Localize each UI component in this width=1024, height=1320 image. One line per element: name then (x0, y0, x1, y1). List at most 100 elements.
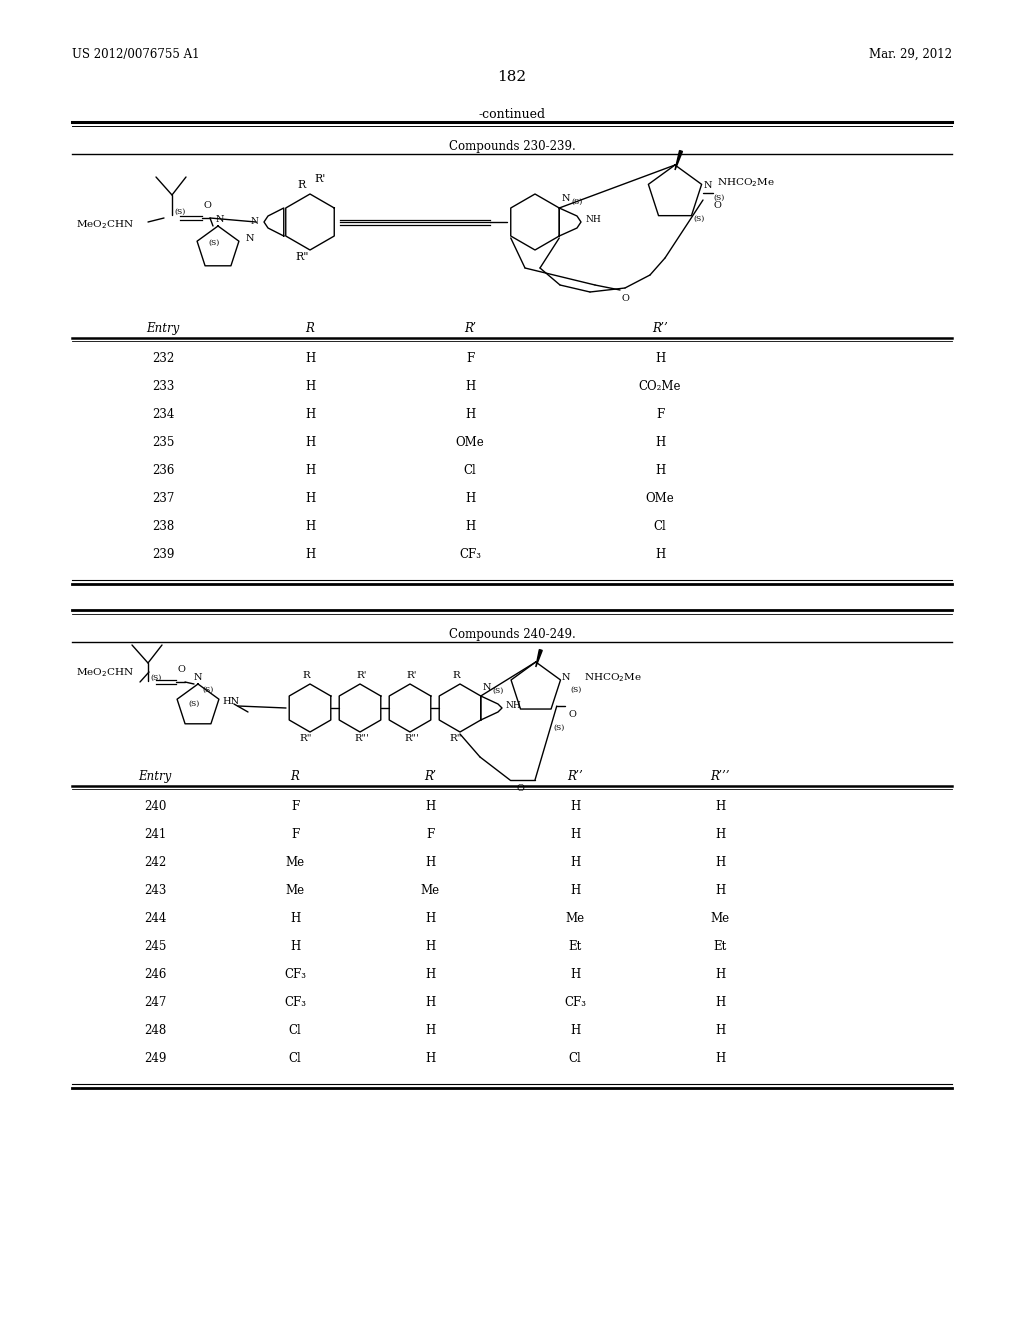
Text: N: N (194, 673, 203, 682)
Text: R’’: R’’ (652, 322, 668, 335)
Text: H: H (465, 520, 475, 533)
Text: H: H (570, 1024, 581, 1038)
Text: O: O (568, 710, 577, 719)
Text: (S): (S) (202, 686, 213, 694)
Text: H: H (465, 380, 475, 393)
Text: Cl: Cl (289, 1024, 301, 1038)
Text: F: F (426, 828, 434, 841)
Text: R: R (291, 770, 299, 783)
Text: H: H (425, 940, 435, 953)
Text: 182: 182 (498, 70, 526, 84)
Text: N: N (705, 181, 713, 190)
Text: R’: R’ (464, 322, 476, 335)
Text: R: R (453, 671, 460, 680)
Text: Me: Me (286, 884, 304, 898)
Text: 237: 237 (152, 492, 174, 506)
Text: CF₃: CF₃ (459, 548, 481, 561)
Text: Compounds 240-249.: Compounds 240-249. (449, 628, 575, 642)
Text: R"': R"' (404, 734, 420, 743)
Text: 247: 247 (143, 997, 166, 1008)
Text: (S): (S) (570, 686, 582, 694)
Text: Me: Me (286, 855, 304, 869)
Text: Cl: Cl (653, 520, 667, 533)
Text: H: H (715, 1024, 725, 1038)
Text: Me: Me (565, 912, 585, 925)
Text: OMe: OMe (645, 492, 675, 506)
Text: H: H (570, 800, 581, 813)
Text: H: H (425, 997, 435, 1008)
Text: NH: NH (506, 701, 522, 710)
Text: F: F (656, 408, 665, 421)
Text: Cl: Cl (464, 465, 476, 477)
Text: (S): (S) (208, 239, 219, 247)
Text: Me: Me (711, 912, 729, 925)
Text: R': R' (314, 174, 326, 183)
Text: H: H (425, 1052, 435, 1065)
Text: R': R' (407, 671, 417, 680)
Text: H: H (655, 352, 666, 366)
Text: R’’’: R’’’ (711, 770, 730, 783)
Polygon shape (675, 150, 682, 170)
Text: O: O (178, 665, 186, 675)
Text: (S): (S) (693, 215, 705, 223)
Text: R: R (298, 180, 306, 190)
Text: (S): (S) (553, 723, 564, 733)
Text: H: H (465, 492, 475, 506)
Text: H: H (305, 548, 315, 561)
Text: (S): (S) (188, 700, 200, 708)
Text: Mar. 29, 2012: Mar. 29, 2012 (869, 48, 952, 61)
Text: O: O (622, 294, 629, 304)
Text: 236: 236 (152, 465, 174, 477)
Text: H: H (655, 548, 666, 561)
Text: CF₃: CF₃ (564, 997, 586, 1008)
Text: NHCO$_2$Me: NHCO$_2$Me (584, 672, 642, 684)
Text: 244: 244 (143, 912, 166, 925)
Text: H: H (655, 465, 666, 477)
Text: H: H (425, 1024, 435, 1038)
Text: 243: 243 (143, 884, 166, 898)
Text: H: H (425, 800, 435, 813)
Text: Et: Et (568, 940, 582, 953)
Text: -continued: -continued (478, 108, 546, 121)
Text: 242: 242 (144, 855, 166, 869)
Text: 241: 241 (144, 828, 166, 841)
Text: HN: HN (222, 697, 240, 706)
Text: CO₂Me: CO₂Me (639, 380, 681, 393)
Text: N: N (562, 673, 570, 682)
Text: H: H (305, 352, 315, 366)
Text: H: H (715, 997, 725, 1008)
Text: H: H (290, 940, 300, 953)
Text: Cl: Cl (289, 1052, 301, 1065)
Text: 232: 232 (152, 352, 174, 366)
Text: 249: 249 (143, 1052, 166, 1065)
Text: H: H (305, 408, 315, 421)
Text: F: F (291, 828, 299, 841)
Text: US 2012/0076755 A1: US 2012/0076755 A1 (72, 48, 200, 61)
Text: 238: 238 (152, 520, 174, 533)
Text: R’: R’ (424, 770, 436, 783)
Text: Compounds 230-239.: Compounds 230-239. (449, 140, 575, 153)
Text: H: H (305, 380, 315, 393)
Text: Me: Me (421, 884, 439, 898)
Text: 233: 233 (152, 380, 174, 393)
Text: H: H (715, 1052, 725, 1065)
Text: N: N (246, 234, 254, 243)
Text: H: H (290, 912, 300, 925)
Text: O: O (713, 201, 721, 210)
Text: 248: 248 (144, 1024, 166, 1038)
Text: 245: 245 (143, 940, 166, 953)
Text: H: H (305, 492, 315, 506)
Text: H: H (655, 436, 666, 449)
Text: 235: 235 (152, 436, 174, 449)
Text: (S): (S) (150, 675, 161, 682)
Text: CF₃: CF₃ (284, 997, 306, 1008)
Text: O: O (516, 784, 524, 793)
Text: R": R" (295, 252, 309, 261)
Text: MeO$_2$CHN: MeO$_2$CHN (76, 218, 134, 231)
Text: MeO$_2$CHN: MeO$_2$CHN (76, 667, 134, 678)
Text: NHCO$_2$Me: NHCO$_2$Me (717, 177, 775, 189)
Text: N: N (561, 194, 569, 203)
Text: H: H (715, 828, 725, 841)
Text: H: H (570, 884, 581, 898)
Text: H: H (305, 465, 315, 477)
